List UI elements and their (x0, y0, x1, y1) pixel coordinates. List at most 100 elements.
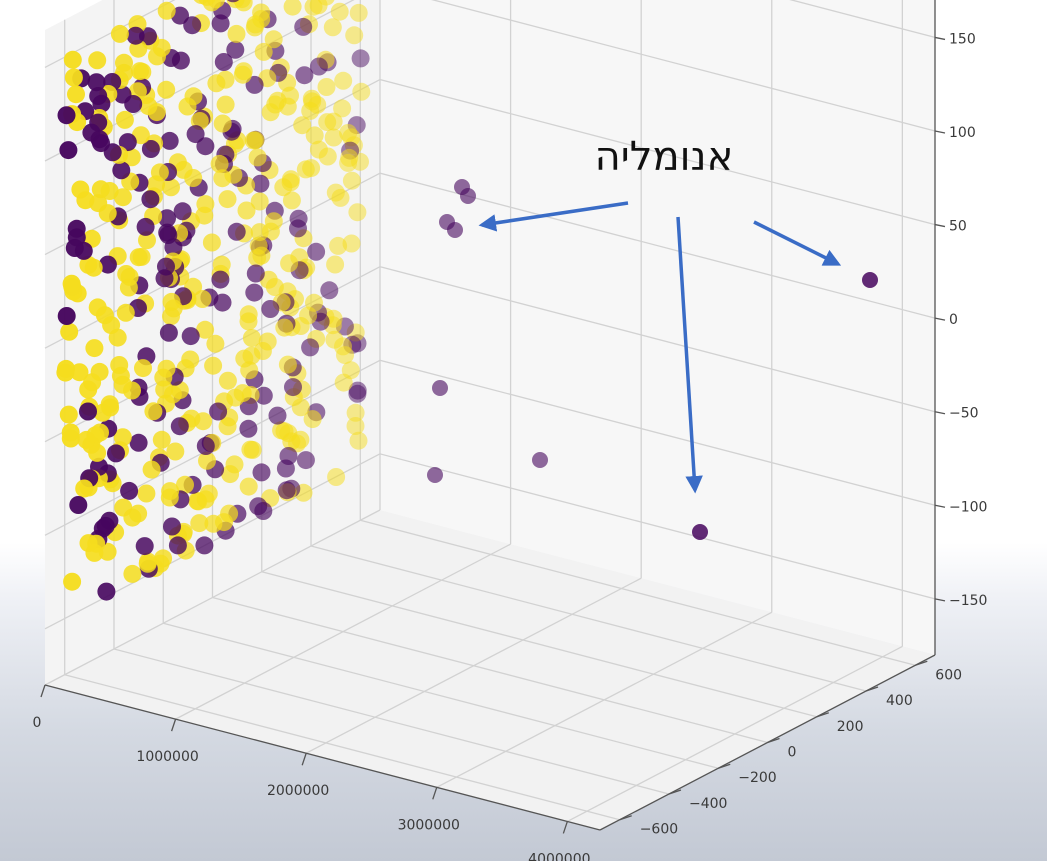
point-normal (117, 265, 136, 283)
point-normal (334, 71, 353, 90)
x-tick-mark (432, 787, 438, 800)
point-normal (342, 171, 361, 190)
point-normal (237, 201, 256, 220)
y-tick-mark (619, 815, 632, 821)
point-normal (349, 431, 368, 450)
point-anomaly (294, 17, 313, 36)
point-anomaly (245, 283, 264, 302)
point-normal (206, 334, 225, 353)
point-normal (116, 303, 135, 322)
point-anomaly (277, 481, 296, 500)
point-normal (323, 18, 342, 37)
point-anomaly (107, 444, 125, 463)
x-tick-label: 3000000 (398, 817, 460, 833)
point-normal (324, 128, 343, 147)
x-tick-label: 0 (33, 715, 42, 731)
point-normal (152, 430, 171, 449)
point-normal (244, 131, 263, 150)
point-anomaly (195, 536, 214, 555)
point-anomaly (692, 524, 708, 540)
y-tick-label: −400 (689, 796, 727, 812)
point-normal (119, 278, 138, 297)
point-anomaly (432, 380, 448, 396)
point-normal (346, 417, 365, 435)
x-tick-mark (301, 753, 307, 766)
point-normal (248, 148, 267, 167)
point-normal (348, 203, 367, 222)
point-normal (274, 178, 293, 197)
point-normal (282, 191, 301, 210)
point-normal (157, 1, 176, 20)
z-tick-mark (934, 36, 946, 41)
point-normal (63, 50, 82, 69)
y-tick-label: −600 (640, 822, 678, 838)
point-normal (213, 114, 232, 133)
point-anomaly (246, 264, 265, 283)
grid-left-z (44, 453, 381, 630)
point-normal (67, 85, 85, 104)
x-axis-line (44, 684, 601, 831)
point-normal (239, 477, 258, 496)
point-normal (129, 248, 148, 267)
point-anomaly (118, 133, 137, 152)
point-normal (188, 492, 207, 510)
tick-labels: 0 1000000 2000000 3000000 4000000 −600 −400 −20… (33, 31, 988, 861)
grid-floor-y (163, 622, 719, 769)
z-tick-mark (934, 130, 946, 134)
point-normal (327, 468, 346, 486)
point-anomaly (296, 451, 315, 470)
point-normal (138, 554, 157, 573)
y-tick-label: 0 (788, 745, 797, 761)
point-anomaly (112, 161, 131, 180)
point-anomaly (126, 26, 145, 45)
point-normal (275, 318, 294, 337)
point-anomaly (251, 174, 270, 193)
point-anomaly (447, 222, 463, 238)
point-anomaly (59, 141, 78, 160)
anomaly-points (427, 179, 878, 540)
y-tick-label: −200 (738, 770, 776, 786)
y-tick-label: 400 (886, 693, 913, 709)
point-normal (137, 484, 156, 503)
point-anomaly (245, 75, 264, 94)
point-anomaly (227, 222, 246, 241)
point-anomaly (226, 40, 245, 59)
point-normal (71, 180, 90, 199)
point-anomaly (209, 402, 228, 421)
annotation-arrow (753, 220, 842, 266)
point-normal (57, 359, 75, 378)
point-normal (250, 223, 269, 242)
grid-back-z (379, 359, 936, 506)
point-normal (246, 15, 265, 34)
point-normal (166, 442, 185, 461)
grid-back-z (789, 0, 936, 39)
x-tick-label: 1000000 (136, 749, 198, 765)
x-tick-mark (40, 684, 46, 698)
point-anomaly (249, 497, 268, 516)
point-anomaly (268, 406, 287, 425)
point-anomaly (348, 381, 367, 400)
point-anomaly (163, 517, 181, 536)
point-normal (131, 62, 149, 81)
point-anomaly (532, 452, 548, 468)
point-normal (79, 380, 98, 399)
point-anomaly (57, 307, 76, 325)
point-anomaly (159, 323, 178, 342)
z-tick-label: −50 (949, 406, 979, 422)
point-normal (233, 65, 252, 84)
point-normal (342, 234, 361, 253)
point-normal (218, 371, 237, 390)
point-anomaly (214, 53, 233, 71)
point-normal (114, 498, 133, 517)
point-normal (162, 178, 180, 197)
point-anomaly (79, 402, 97, 421)
point-anomaly (254, 386, 273, 405)
scatter-points (56, 0, 371, 601)
point-normal (59, 405, 78, 424)
point-normal (207, 74, 226, 93)
point-normal (160, 488, 179, 507)
point-anomaly (87, 73, 106, 92)
point-normal (242, 329, 261, 347)
point-anomaly (141, 190, 160, 209)
x-tick-label: 4000000 (528, 851, 590, 861)
